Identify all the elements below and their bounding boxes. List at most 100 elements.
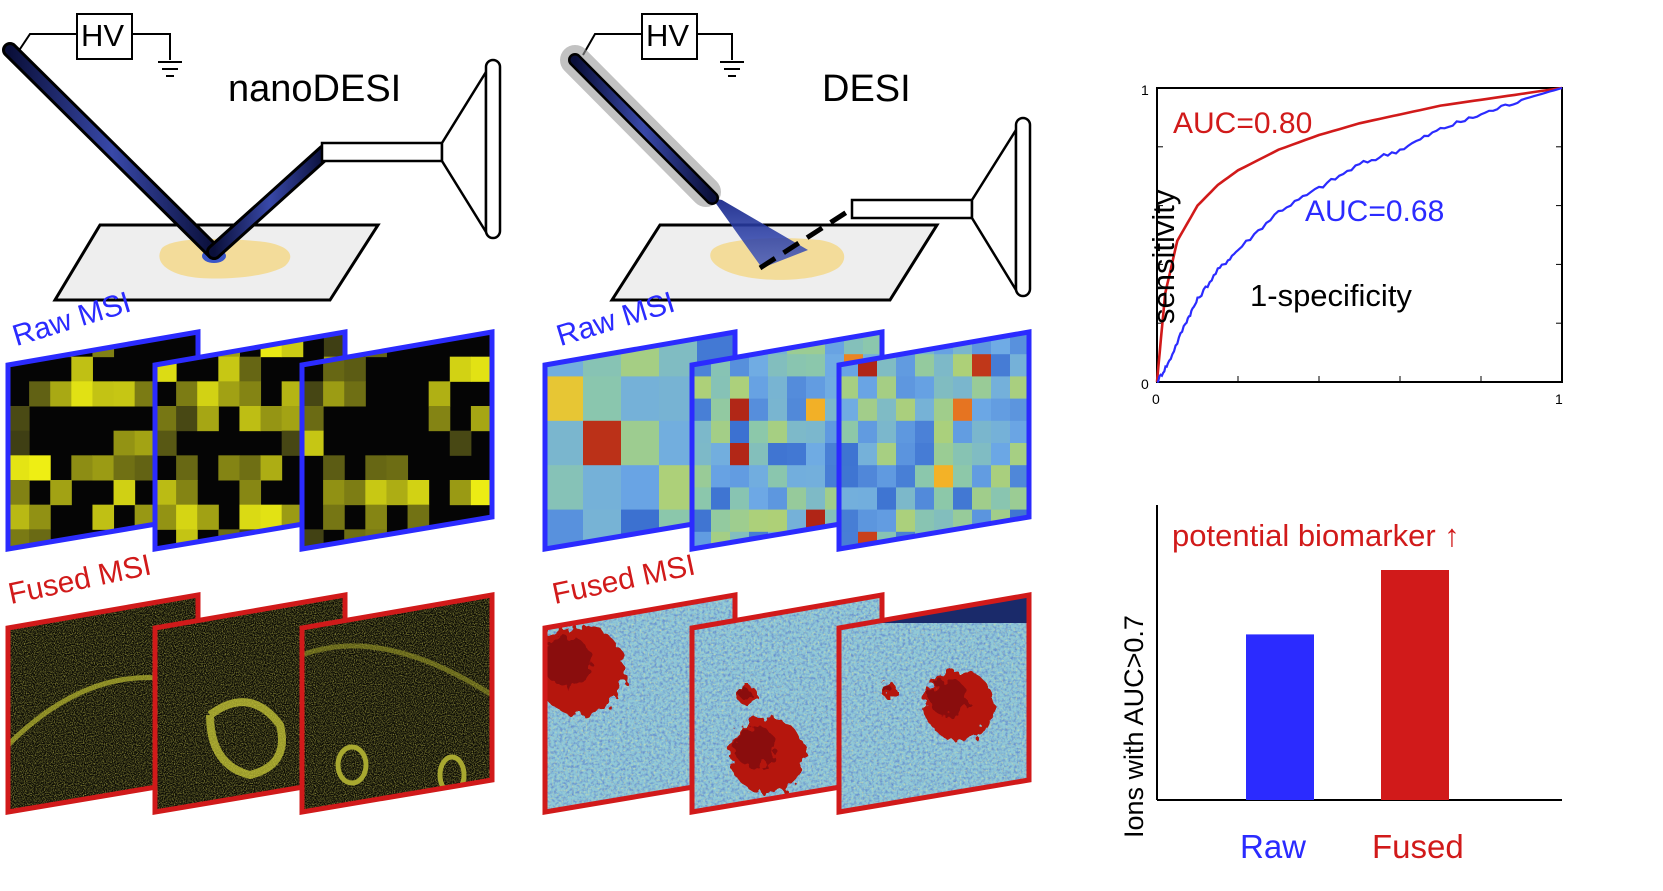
pixel xyxy=(915,354,935,377)
tumor-region xyxy=(729,717,805,793)
pixel xyxy=(197,406,219,432)
roc-annotation-red: AUC=0.80 xyxy=(1173,107,1313,140)
pixel xyxy=(730,376,750,400)
pixel xyxy=(449,356,472,382)
pixel xyxy=(877,443,897,466)
pixel xyxy=(323,356,345,382)
nanodesi-hv-label: HV xyxy=(81,18,125,53)
pixel xyxy=(730,398,750,422)
pixel xyxy=(176,480,198,506)
pixel xyxy=(991,398,1011,422)
pixel xyxy=(155,504,177,530)
pixel xyxy=(991,443,1011,466)
hv-box xyxy=(76,13,133,60)
pixel xyxy=(953,487,973,511)
panel-texture xyxy=(302,595,492,812)
pixel xyxy=(239,406,262,432)
pixel xyxy=(1010,376,1029,400)
pixel xyxy=(50,381,72,407)
pixel xyxy=(8,406,30,432)
tumor-center xyxy=(734,726,777,769)
pixel xyxy=(692,398,712,422)
pixel xyxy=(1010,398,1029,422)
pixel xyxy=(323,332,345,358)
desi-raw-frame-3 xyxy=(836,329,1032,552)
pixel xyxy=(787,509,807,533)
pixel xyxy=(711,465,731,488)
pixel xyxy=(839,487,859,511)
ms-inlet-disc xyxy=(1014,116,1032,298)
roc-series-fused xyxy=(1155,86,1563,383)
pixel xyxy=(991,531,1011,549)
pixel xyxy=(711,420,731,444)
pixel xyxy=(155,480,177,506)
pixel xyxy=(934,354,954,377)
ms-inlet-cone xyxy=(970,125,1018,295)
ms-inlet-tube xyxy=(850,198,974,220)
pixel xyxy=(29,504,51,530)
pixel xyxy=(583,465,622,511)
pixel xyxy=(155,406,177,432)
pixel xyxy=(858,487,878,511)
pixel xyxy=(806,531,826,549)
pixel xyxy=(934,465,954,488)
pixel xyxy=(692,465,712,488)
hv-wire xyxy=(15,33,77,56)
pixel xyxy=(621,465,660,511)
pixel xyxy=(896,376,916,400)
pixel xyxy=(934,531,954,549)
pixel xyxy=(806,376,826,400)
pixel xyxy=(344,381,366,407)
pixel xyxy=(787,398,807,422)
pixel xyxy=(239,381,262,407)
pixel xyxy=(915,398,935,422)
pixel xyxy=(934,376,954,400)
pixel xyxy=(858,509,878,533)
pixel xyxy=(281,406,304,432)
pixel xyxy=(730,487,750,511)
pixel xyxy=(1010,487,1029,511)
pixel xyxy=(470,406,492,432)
pixel xyxy=(877,509,897,533)
pixel xyxy=(176,406,198,432)
roc-axes-box xyxy=(1156,87,1563,383)
pixel xyxy=(583,509,622,549)
pixel xyxy=(953,354,973,377)
pixel xyxy=(953,376,973,400)
hv-wire xyxy=(582,33,642,56)
pixel xyxy=(239,480,262,506)
pixel xyxy=(711,487,731,511)
pixel xyxy=(621,332,660,377)
pixel xyxy=(239,504,262,530)
pixel xyxy=(407,504,430,530)
pixel xyxy=(730,443,750,466)
secondary-capillary xyxy=(209,147,330,257)
pixel xyxy=(915,465,935,488)
pixel xyxy=(428,406,451,432)
pixel xyxy=(711,398,731,422)
nanodesi-raw-panel-3 xyxy=(302,332,492,549)
pixel xyxy=(934,398,954,422)
pixel xyxy=(92,381,115,407)
pixel xyxy=(806,398,826,422)
roc-series-raw xyxy=(1156,86,1563,384)
pixel xyxy=(972,443,992,466)
primary-capillary xyxy=(5,45,219,257)
pixel xyxy=(176,455,198,481)
tumor-center xyxy=(738,687,750,699)
bar-category-raw: Raw xyxy=(1240,828,1307,865)
tumor-region xyxy=(545,625,625,715)
pixel xyxy=(915,376,935,400)
desi-fused-frame-3 xyxy=(836,592,1032,815)
pixel xyxy=(839,465,859,488)
pixel xyxy=(768,398,788,422)
pixel xyxy=(239,455,262,481)
nanodesi-fused-panel-3 xyxy=(302,595,492,812)
roc-tick-y-0: 0 xyxy=(1141,376,1149,392)
pixel xyxy=(470,356,492,382)
pixel xyxy=(934,487,954,511)
pixel xyxy=(915,487,935,511)
roc-tick-x-0: 0 xyxy=(1152,391,1160,407)
roc-x-axis-label: 1-specificity xyxy=(1250,278,1412,313)
pixel xyxy=(858,376,878,400)
